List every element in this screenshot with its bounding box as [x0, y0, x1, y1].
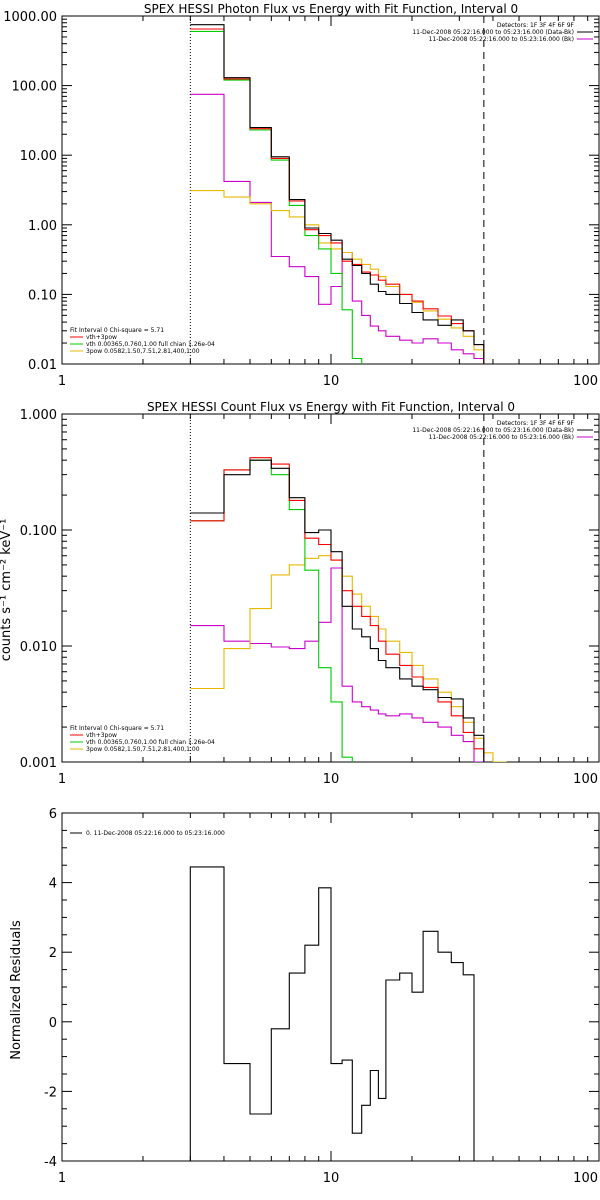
residual-legend-topleft-text: 0. 11-Dec-2008 05:22:16.000 to 05:23:16.… — [86, 830, 225, 837]
count-series-line-2 — [190, 459, 353, 762]
photon-ytick-label: 1000.00 — [3, 10, 57, 25]
count-legend-bottomleft-text: Fit Interval 0 Chi-square = 5.71 — [70, 725, 164, 732]
count-series-group — [189, 414, 507, 762]
count-xtick-label: 100 — [573, 772, 598, 787]
count-legend-bottomleft-text: vth 0.00365,0.760,1.00 full chian 1.26e-… — [86, 739, 215, 746]
residual-xtick-label: 10 — [323, 1171, 340, 1186]
count-ytick-label: 1.000 — [20, 408, 57, 423]
photon-series-group — [189, 16, 485, 364]
count-ytick-label: 0.100 — [20, 524, 57, 539]
photon-series-line-2 — [190, 30, 363, 364]
photon-series-line-0 — [190, 24, 485, 364]
count-legend-topright-text: Detectors: 1F 3F 4F 6F 9F — [497, 420, 575, 427]
photon-legend-bottomleft-text: vth+3pow — [86, 334, 117, 341]
photon-ytick-label: 0.10 — [28, 288, 57, 303]
photon-flux-plot-area: 1 10 100 0.01 0.10 1.00 10.00 100.00 1000.00 Dete… — [3, 10, 600, 389]
photon-legend-bottomleft-text: vth 0.00365,0.760,1.00 full chian 1.26e-… — [86, 341, 215, 348]
residuals-panel: Normalized Residuals 1 10 100 -4 -2 0 2 4 6 0. 11… — [9, 807, 600, 1186]
residual-ytick-label: -2 — [44, 1085, 57, 1100]
photon-series-line-4 — [190, 93, 485, 364]
photon-xtick-label: 100 — [573, 374, 598, 389]
photon-flux-panel: SPEX HESSI Photon Flux vs Energy with Fi… — [3, 2, 600, 389]
residual-ytick-label: 2 — [49, 946, 57, 961]
count-flux-panel: SPEX HESSI Count Flux vs Energy with Fit… — [0, 400, 600, 787]
count-legend-topright-text: 11-Dec-2008 05:22:16.000 to 05:23:16.000… — [412, 427, 574, 434]
photon-legend-topright-text: 11-Dec-2008 05:22:16.000 to 05:23:16.000… — [429, 36, 574, 43]
residual-xtick-label: 100 — [573, 1171, 598, 1186]
photon-xtick-label: 10 — [323, 374, 340, 389]
residual-ytick-label: 4 — [49, 877, 57, 892]
count-ytick-label: 0.010 — [20, 640, 57, 655]
count-xtick-label: 1 — [58, 772, 66, 787]
residual-series-group — [189, 866, 475, 1161]
residual-series-line-0 — [189, 866, 475, 1161]
count-ytick-label: 0.001 — [20, 756, 57, 771]
count-series-line-3 — [190, 555, 507, 762]
count-series-line-1 — [190, 457, 485, 762]
count-flux-plot-area: 1 10 100 0.001 0.010 0.100 1.000 Detectors: 1F … — [20, 408, 600, 787]
photon-series-line-3 — [190, 190, 485, 364]
photon-legend-topright-text: Detectors: 1F 3F 4F 6F 9F — [497, 22, 575, 29]
residuals-ylabel: Normalized Residuals — [9, 920, 24, 1060]
count-legend-bottomleft-text: vth+3pow — [86, 732, 117, 739]
count-flux-ylabel: counts s⁻¹ cm⁻² keV⁻¹ — [0, 519, 14, 662]
photon-ytick-label: 1.00 — [28, 219, 57, 234]
count-series-line-0 — [190, 459, 485, 762]
count-flux-title: SPEX HESSI Count Flux vs Energy with Fit… — [147, 400, 515, 414]
residual-xtick-label: 1 — [58, 1171, 66, 1186]
photon-ytick-label: 0.01 — [28, 358, 57, 373]
count-series-line-4 — [190, 567, 484, 762]
residual-ytick-label: -4 — [44, 1155, 57, 1170]
residuals-plot-area: 1 10 100 -4 -2 0 2 4 6 0. 11-Dec-2008 05:22:16.00… — [44, 807, 600, 1186]
photon-legend-bottomleft-text: Fit Interval 0 Chi-square = 5.71 — [70, 327, 164, 334]
photon-ytick-label: 10.00 — [20, 149, 57, 164]
residual-ytick-label: 6 — [49, 807, 57, 822]
photon-flux-title: SPEX HESSI Photon Flux vs Energy with Fi… — [144, 2, 518, 16]
photon-ytick-label: 100.00 — [12, 80, 58, 95]
count-legend-bottomleft-text: 3pow 0.0582,1.50,7.51,2.81,400,1.00 — [86, 746, 200, 753]
photon-xtick-label: 1 — [58, 374, 66, 389]
photon-legend-topright-text: 11-Dec-2008 05:22:16.000 to 05:23:16.000… — [412, 29, 574, 36]
photon-axes-frame — [61, 15, 600, 365]
count-xtick-label: 10 — [323, 772, 340, 787]
photon-legend-bottomleft-text: 3pow 0.0582,1.50,7.51,2.81,400,1.00 — [86, 348, 200, 355]
count-legend-topright-text: 11-Dec-2008 05:22:16.000 to 05:23:16.000… — [429, 434, 574, 441]
photon-series-line-1 — [190, 28, 485, 364]
residual-ytick-label: 0 — [49, 1016, 57, 1031]
